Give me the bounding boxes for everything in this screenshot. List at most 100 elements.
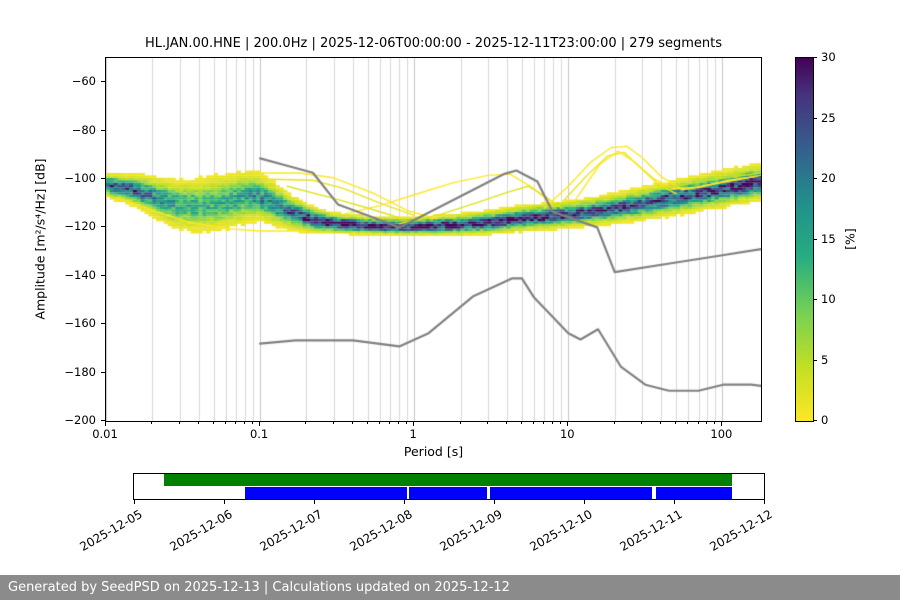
x-minor-tick [697, 422, 699, 424]
x-tick-label: 1 [409, 427, 417, 441]
x-minor-tick [543, 422, 545, 424]
date-tick-label: 2025-12-10 [527, 507, 595, 554]
x-minor-tick [332, 422, 334, 424]
colorbar-tick-label: 5 [821, 352, 829, 367]
x-tick-label: 10 [559, 427, 575, 441]
date-tick [764, 500, 765, 504]
colorbar-tick [814, 420, 817, 421]
date-tick-label: 2025-12-11 [617, 507, 685, 554]
x-minor-tick [533, 422, 535, 424]
coverage-segment-blue [409, 487, 488, 499]
x-minor-tick [486, 422, 488, 424]
x-tick [259, 422, 261, 426]
y-tick [101, 323, 105, 325]
coverage-segment-blue [489, 487, 653, 499]
x-minor-tick [706, 422, 708, 424]
date-tick [224, 500, 225, 504]
x-minor-tick [389, 422, 391, 424]
x-minor-tick [151, 422, 153, 424]
plot-title: HL.JAN.00.HNE | 200.0Hz | 2025-12-06T00:… [144, 36, 723, 51]
y-tick [101, 81, 105, 83]
ppsd-histogram-canvas [106, 58, 761, 421]
colorbar-tick [814, 178, 817, 179]
coverage-timeline [133, 473, 765, 500]
date-tick [314, 500, 315, 504]
x-axis-label: Period [s] [403, 444, 464, 459]
colorbar-tick [814, 359, 817, 361]
x-minor-tick [379, 422, 381, 424]
y-tick-label: −160 [64, 316, 96, 331]
colorbar-tick-label: 10 [821, 292, 836, 306]
date-tick-label: 2025-12-12 [707, 507, 775, 554]
x-minor-tick [687, 422, 689, 424]
x-tick [105, 422, 106, 426]
date-tick [584, 500, 585, 504]
date-tick [494, 500, 495, 504]
y-tick [101, 129, 105, 131]
x-minor-tick [660, 422, 662, 424]
x-tick-label: 100 [710, 427, 733, 441]
date-tick-label: 2025-12-05 [77, 507, 145, 554]
y-tick [101, 371, 105, 373]
x-minor-tick [640, 422, 642, 424]
date-tick [134, 500, 135, 504]
coverage-segment-green [163, 474, 732, 486]
y-tick [101, 274, 105, 276]
plot-area [105, 57, 762, 422]
colorbar-tick [814, 238, 817, 240]
status-bar: Generated by SeedPSD on 2025-12-13 | Cal… [0, 575, 900, 600]
x-minor-tick [212, 422, 214, 424]
x-minor-tick [552, 422, 554, 424]
x-minor-tick [560, 422, 562, 424]
date-tick-label: 2025-12-08 [347, 507, 415, 554]
x-minor-tick [351, 422, 353, 424]
x-tick [413, 422, 415, 426]
x-minor-tick [235, 422, 237, 424]
date-tick-label: 2025-12-06 [167, 507, 235, 554]
y-tick [101, 178, 105, 179]
y-tick-label: −60 [71, 74, 96, 89]
y-tick-label: −180 [64, 364, 96, 379]
x-minor-tick [252, 422, 254, 424]
colorbar-tick-label: 30 [821, 50, 836, 64]
colorbar-tick-label: 20 [821, 171, 836, 185]
date-tick [404, 500, 405, 504]
x-minor-tick [459, 422, 461, 424]
x-tick [567, 422, 569, 426]
date-tick-label: 2025-12-09 [437, 507, 505, 554]
x-minor-tick [675, 422, 677, 424]
colorbar [795, 57, 814, 422]
x-minor-tick [178, 422, 180, 424]
x-minor-tick [305, 422, 307, 424]
date-tick [674, 500, 675, 504]
colorbar-tick [814, 117, 817, 119]
x-minor-tick [244, 422, 246, 424]
y-tick [101, 226, 105, 228]
x-minor-tick [366, 422, 368, 424]
x-tick-label: 0.01 [92, 427, 118, 441]
coverage-segment-blue [244, 487, 407, 499]
x-minor-tick [197, 422, 199, 424]
coverage-segment-blue [655, 487, 732, 499]
y-tick-label: −100 [64, 171, 96, 185]
y-tick-label: −200 [64, 413, 96, 427]
y-tick [101, 420, 105, 421]
colorbar-tick-label: 0 [821, 413, 829, 427]
date-tick-label: 2025-12-07 [257, 507, 325, 554]
colorbar-tick [814, 57, 817, 58]
colorbar-tick-label: 15 [821, 231, 836, 246]
x-minor-tick [613, 422, 615, 424]
x-minor-tick [714, 422, 716, 424]
x-minor-tick [505, 422, 507, 424]
colorbar-tick-label: 25 [821, 110, 836, 125]
x-minor-tick [398, 422, 400, 424]
y-axis-label: Amplitude [m²/s⁴/Hz] [dB] [32, 158, 48, 320]
y-tick-label: −120 [64, 219, 96, 234]
x-tick [721, 422, 723, 426]
x-minor-tick [520, 422, 522, 424]
y-tick-label: −80 [71, 122, 96, 137]
y-tick-label: −140 [64, 267, 96, 282]
colorbar-tick [814, 299, 817, 300]
x-minor-tick [406, 422, 408, 424]
